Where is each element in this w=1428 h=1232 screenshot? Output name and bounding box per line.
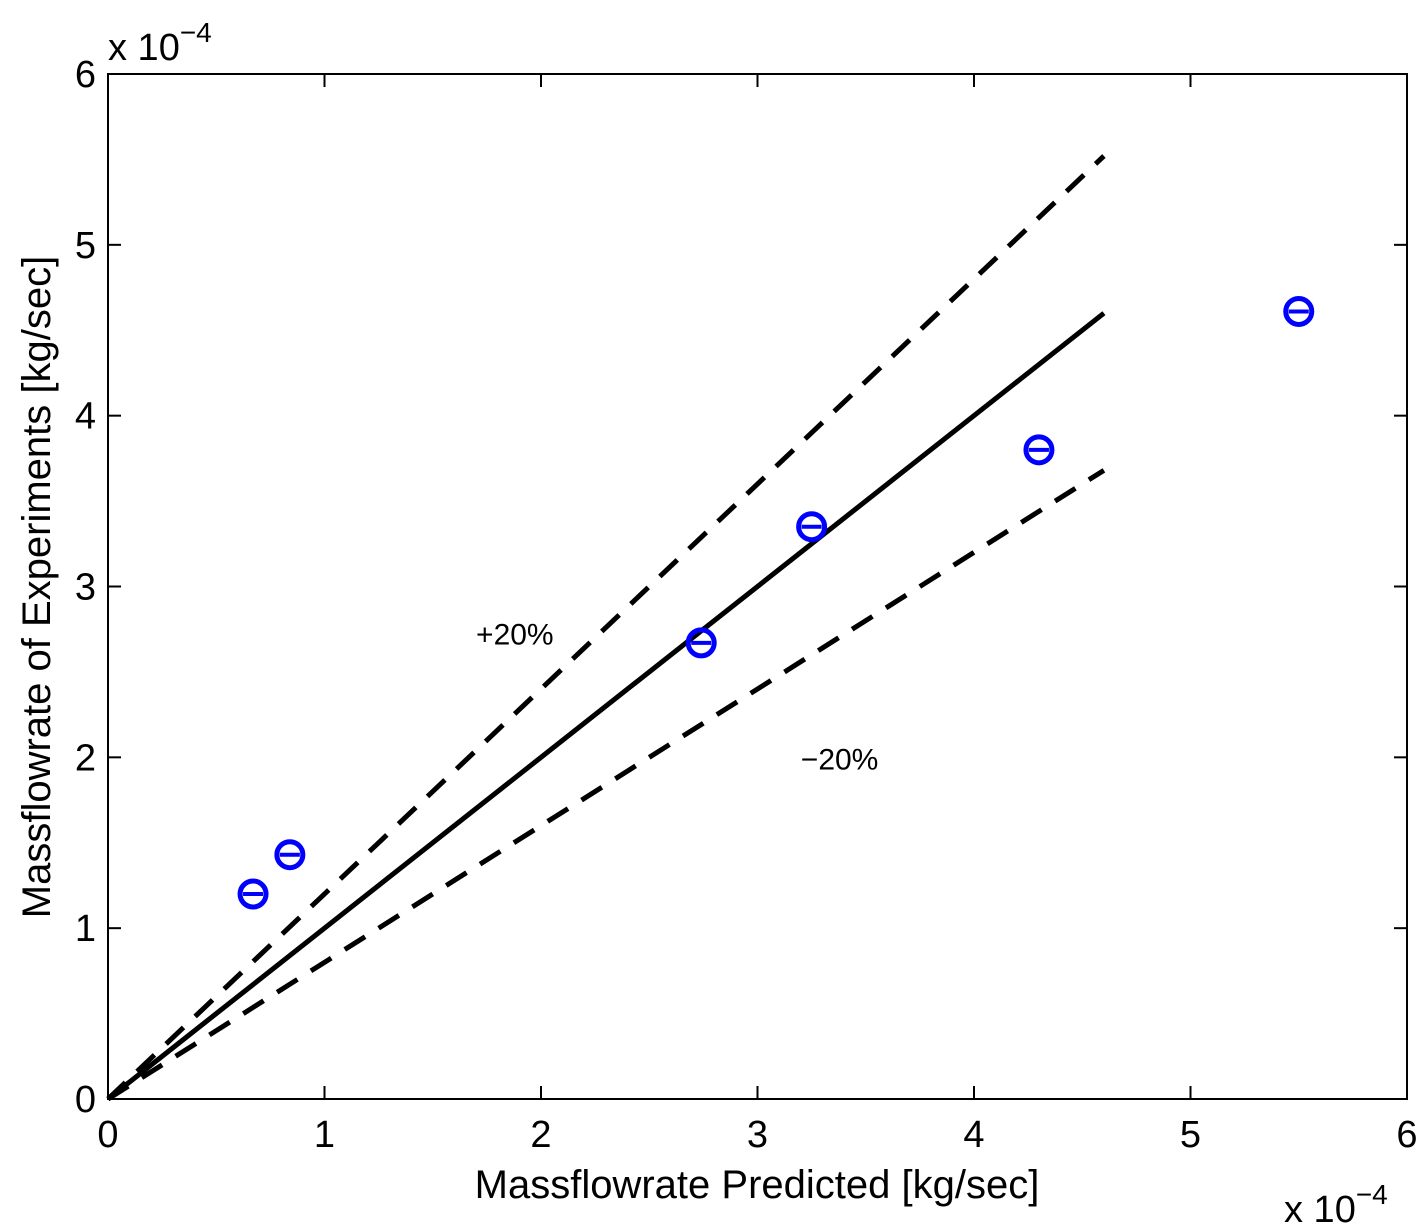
x-axis-label: Massflowrate Predicted [kg/sec]	[475, 1163, 1040, 1207]
x-tick-label: 5	[1180, 1114, 1201, 1156]
y-tick-label: 6	[75, 54, 96, 96]
data-point	[274, 839, 306, 871]
data-point-marker	[237, 878, 269, 910]
tolerance-line-lower	[106, 468, 1106, 1102]
reference-lines	[106, 154, 1106, 1102]
x-exponent-label: x 10−4	[1284, 1179, 1388, 1231]
x-tick-label: 4	[963, 1114, 984, 1156]
y-axis-label: Massflowrate of Experiments [kg/sec]	[15, 256, 59, 918]
identity-line	[106, 311, 1106, 1101]
x-tick-label: 6	[1396, 1114, 1417, 1156]
y-tick-label: 1	[75, 908, 96, 950]
data-point	[237, 878, 269, 910]
y-tick-label: 5	[75, 225, 96, 267]
x-tick-label: 1	[314, 1114, 335, 1156]
annotations: +20% −20%	[476, 619, 878, 777]
tolerance-line-upper	[106, 154, 1106, 1101]
data-point-marker	[1283, 295, 1315, 327]
y-exponent-label: x 10−4	[108, 17, 212, 69]
data-point	[1023, 434, 1055, 466]
x-tick-label: 3	[747, 1114, 768, 1156]
data-point-marker	[1023, 434, 1055, 466]
data-point-marker	[796, 511, 828, 543]
y-tick-label: 0	[75, 1079, 96, 1121]
y-tick-label: 2	[75, 737, 96, 779]
y-tick-label: 3	[75, 567, 96, 609]
data-point	[1283, 295, 1315, 327]
data-point	[685, 627, 717, 659]
x-tick-label: 0	[97, 1114, 118, 1156]
data-point-marker	[274, 839, 306, 871]
data-point-marker	[685, 627, 717, 659]
x-tick-label: 2	[530, 1114, 551, 1156]
annotation-label: +20%	[476, 619, 554, 652]
annotation-label: −20%	[801, 743, 879, 776]
axis-ticks: 0 1 2 3 4 5 6 0 1 2 3 4 5 6	[75, 54, 1418, 1156]
data-point	[796, 511, 828, 543]
data-points	[237, 295, 1315, 910]
y-tick-label: 4	[75, 396, 96, 438]
